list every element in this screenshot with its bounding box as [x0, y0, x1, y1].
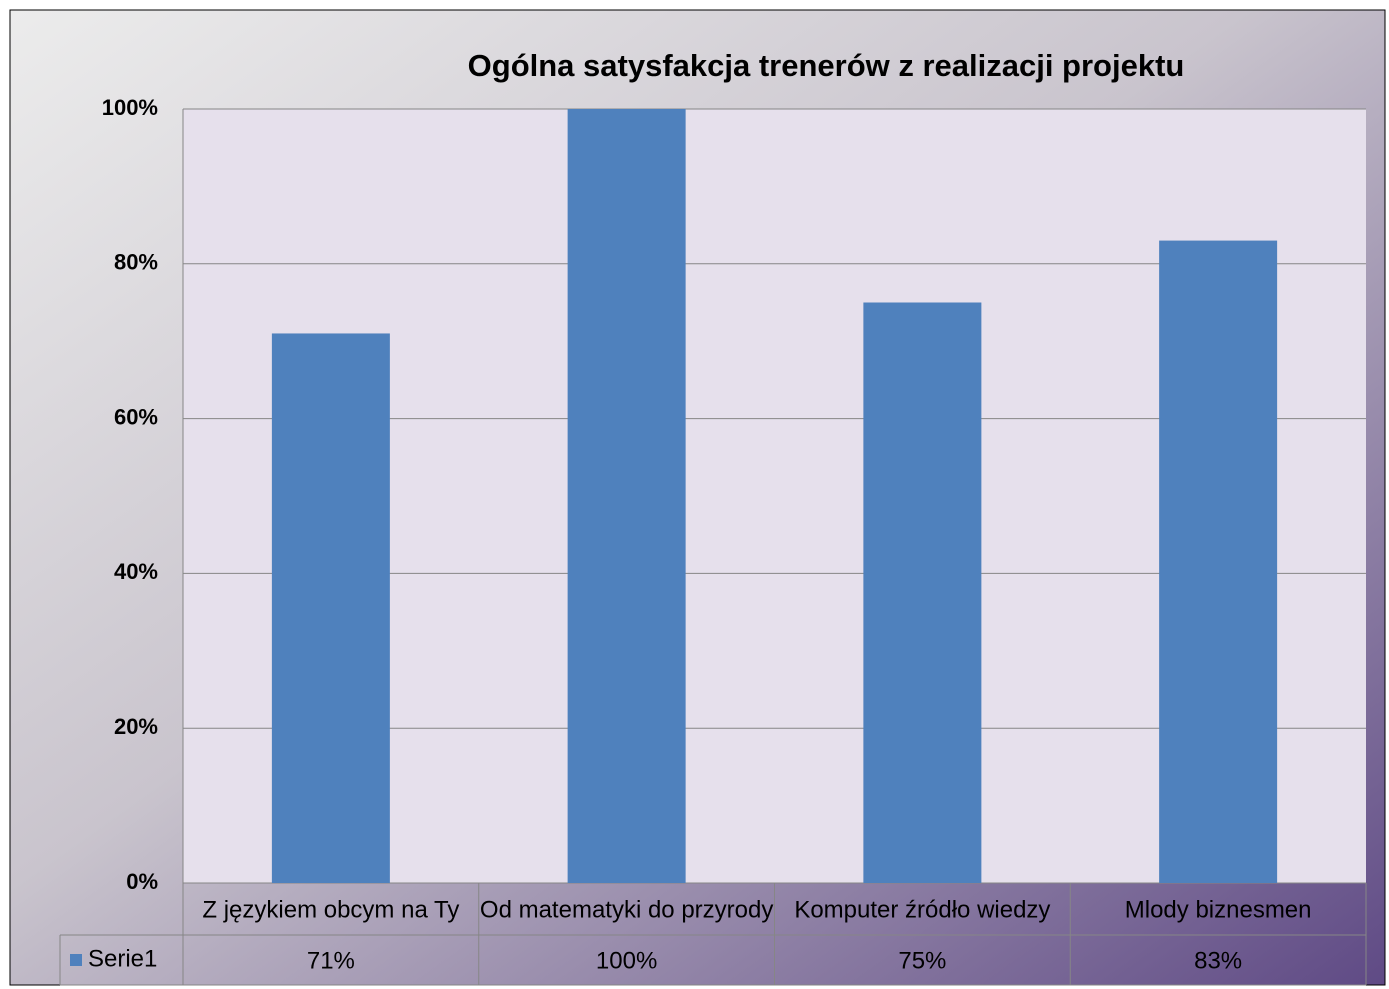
bar — [1159, 240, 1278, 883]
y-tick-label: 0% — [126, 869, 158, 894]
bar — [271, 333, 390, 884]
data-label: 75% — [898, 947, 946, 974]
x-tick-label: Mlody biznesmen — [1125, 896, 1312, 923]
data-label: 83% — [1194, 947, 1242, 974]
x-tick-label: Z językiem obcym na Ty — [202, 896, 459, 923]
y-tick-label: 20% — [114, 714, 158, 739]
chart-title: Ogólna satysfakcja trenerów z realizacji… — [468, 48, 1185, 83]
bar — [567, 109, 686, 883]
bar — [863, 302, 982, 883]
legend-label: Serie1 — [88, 945, 157, 972]
x-tick-label: Od matematyki do przyrody — [480, 896, 773, 923]
y-tick-label: 60% — [114, 404, 158, 429]
x-tick-label: Komputer źródło wiedzy — [794, 896, 1050, 923]
y-tick-label: 80% — [114, 250, 158, 275]
y-tick-label: 100% — [102, 95, 158, 120]
legend-swatch — [70, 954, 82, 966]
data-label: 71% — [307, 947, 355, 974]
y-tick-label: 40% — [114, 559, 158, 584]
data-label: 100% — [596, 947, 657, 974]
